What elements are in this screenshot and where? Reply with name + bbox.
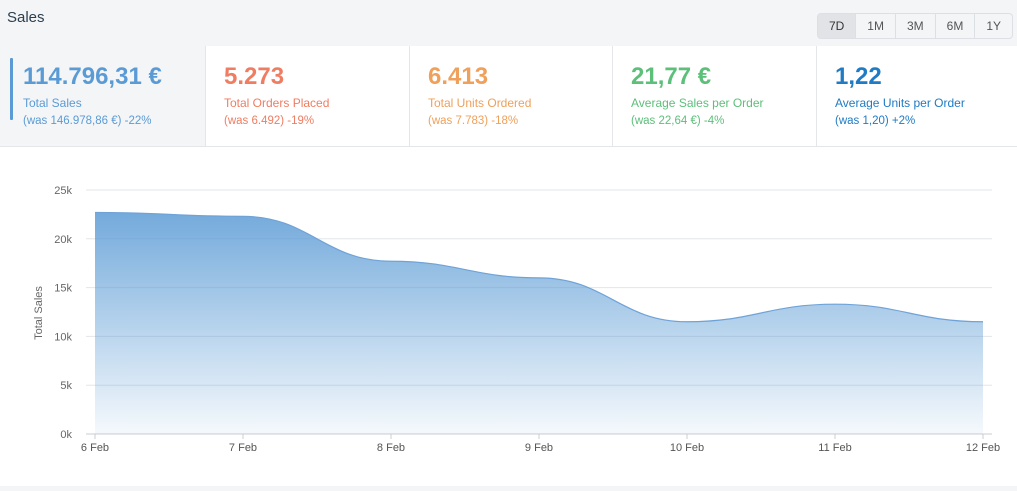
metric-comparison: (was 6.492) -19% — [224, 115, 315, 127]
metric-value: 5.273 — [224, 63, 285, 90]
metric-total-units[interactable]: 6.413 Total Units Ordered (was 7.783) -1… — [409, 46, 612, 146]
y-tick-label: 10k — [54, 331, 72, 343]
metric-average-sales[interactable]: 21,77 € Average Sales per Order (was 22,… — [612, 46, 816, 146]
range-6m-button[interactable]: 6M — [934, 14, 975, 38]
range-3m-button[interactable]: 3M — [894, 14, 935, 38]
metric-value: 114.796,31 € — [23, 63, 162, 90]
x-tick-label: 7 Feb — [229, 442, 257, 454]
metric-total-orders[interactable]: 5.273 Total Orders Placed (was 6.492) -1… — [205, 46, 409, 146]
metric-label: Average Units per Order — [835, 96, 965, 110]
sales-chart: 0k 5k 10k 15k 20k 25k 6 Feb 7 Feb 8 Feb 9 Feb 10 … — [0, 147, 1017, 486]
y-tick-label: 20k — [54, 234, 72, 246]
x-tick-label: 6 Feb — [81, 442, 109, 454]
metric-label: Total Units Ordered — [428, 96, 532, 110]
time-range-selector: 7D 1M 3M 6M 1Y — [816, 13, 1013, 39]
x-tick-label: 11 Feb — [818, 442, 851, 454]
header: Sales 7D 1M 3M 6M 1Y — [0, 0, 1017, 46]
x-tick-label: 12 Feb — [966, 442, 1000, 454]
y-tick-label: 15k — [54, 283, 72, 295]
metric-label: Total Sales — [23, 96, 82, 110]
range-1y-button[interactable]: 1Y — [974, 14, 1012, 38]
page-title: Sales — [7, 9, 45, 26]
metric-value: 1,22 — [835, 63, 882, 90]
metric-comparison: (was 7.783) -18% — [428, 115, 519, 127]
sales-line — [94, 211, 984, 323]
metric-comparison: (was 146.978,86 €) -22% — [23, 115, 152, 127]
x-tick-label: 9 Feb — [525, 442, 553, 454]
metric-total-sales[interactable]: 114.796,31 € Total Sales (was 146.978,86… — [0, 46, 205, 146]
metric-value: 21,77 € — [631, 63, 712, 90]
y-axis-label: Total Sales — [33, 286, 45, 340]
x-tick-label: 10 Feb — [670, 442, 704, 454]
y-tick-label: 5k — [60, 380, 72, 392]
metric-label: Total Orders Placed — [224, 96, 330, 110]
active-metric-indicator — [10, 58, 13, 120]
range-1m-button[interactable]: 1M — [855, 14, 895, 38]
metric-comparison: (was 1,20) +2% — [835, 115, 916, 127]
sales-area — [95, 212, 983, 434]
x-tick-label: 8 Feb — [377, 442, 405, 454]
metric-average-units[interactable]: 1,22 Average Units per Order (was 1,20) … — [816, 46, 1017, 146]
metrics-bar: 114.796,31 € Total Sales (was 146.978,86… — [0, 46, 1017, 147]
y-tick-label: 0k — [60, 429, 72, 441]
metric-value: 6.413 — [428, 63, 489, 90]
range-7d-button[interactable]: 7D — [817, 14, 856, 38]
metric-label: Average Sales per Order — [631, 96, 764, 110]
sales-area-chart: 0k 5k 10k 15k 20k 25k 6 Feb 7 Feb 8 Feb 9 Feb 10 … — [33, 185, 1000, 454]
y-tick-label: 25k — [54, 185, 72, 197]
metric-comparison: (was 22,64 €) -4% — [631, 115, 725, 127]
